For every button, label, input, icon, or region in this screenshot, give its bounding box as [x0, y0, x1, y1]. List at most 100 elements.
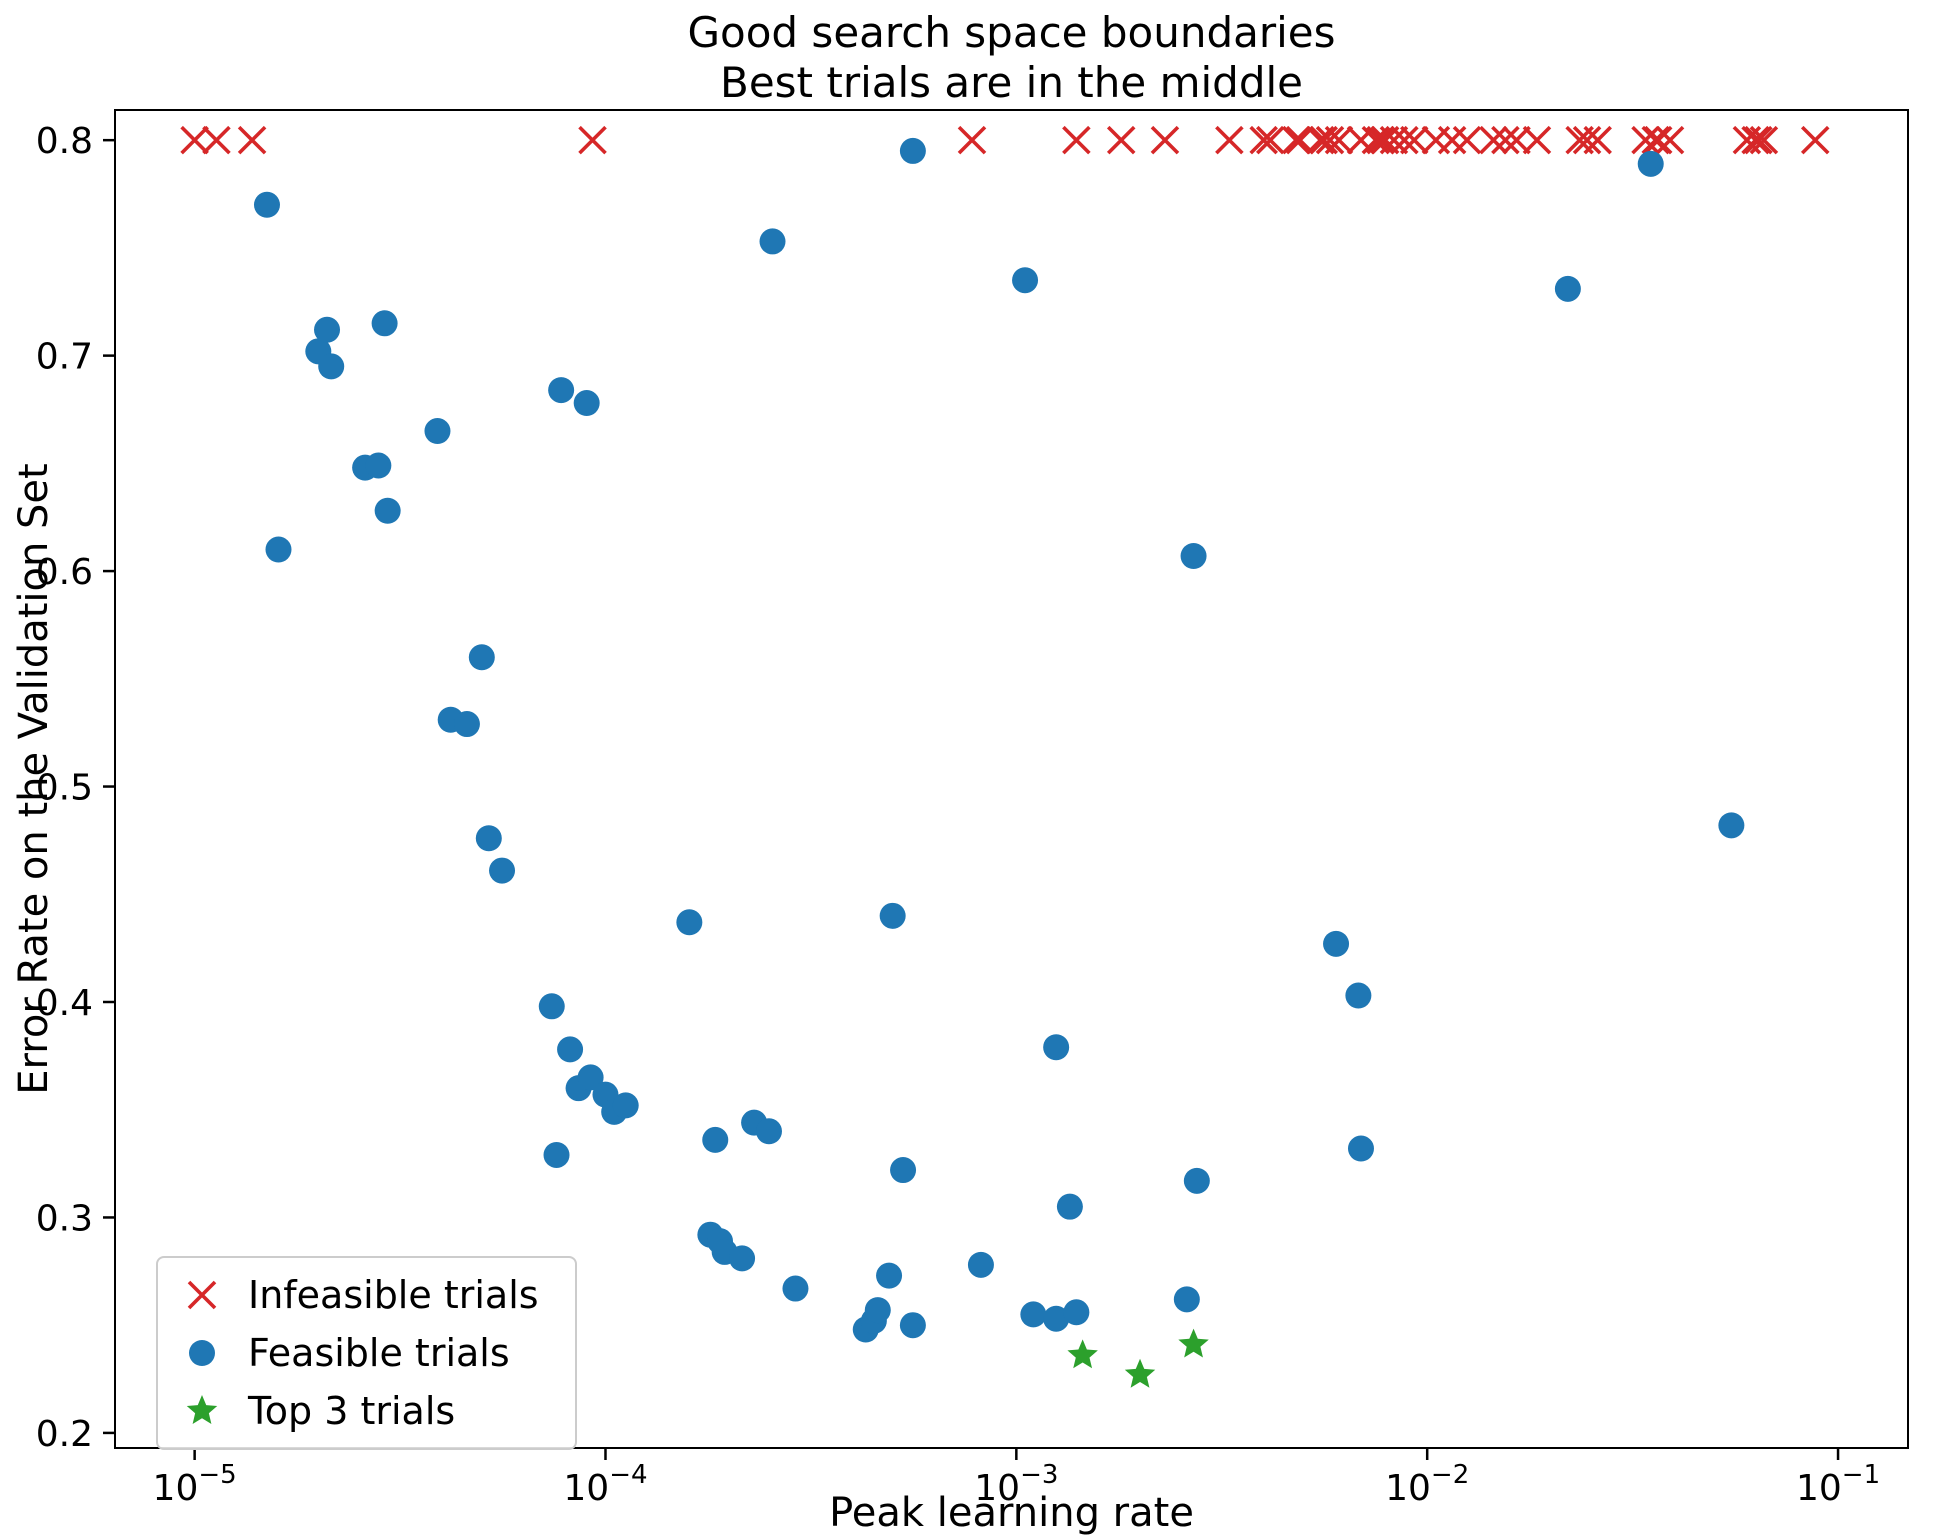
feasible-trial-marker: [1347, 1135, 1374, 1162]
feasible-trial-marker: [864, 1297, 891, 1324]
infeasible-trial-marker: [1150, 125, 1180, 155]
infeasible-trial-legend-marker: [187, 1280, 217, 1310]
feasible-trial-marker: [265, 536, 292, 563]
feasible-trial-marker: [548, 377, 575, 404]
feasible-trial-marker: [1323, 930, 1350, 957]
infeasible-trial-marker: [1062, 125, 1091, 155]
infeasible-trial-marker: [1366, 125, 1395, 155]
infeasible-trial-marker: [1215, 125, 1244, 155]
feasible-trial-marker: [899, 1312, 926, 1339]
feasible-trial-marker: [1020, 1301, 1047, 1328]
y-tick-label: 0.2: [36, 1414, 93, 1455]
x-tick-label: 10−5: [153, 1460, 237, 1509]
x-axis-label: Peak learning rate: [829, 1490, 1194, 1536]
feasible-trial-marker: [1718, 812, 1745, 839]
x-tick-label: 10−2: [1385, 1460, 1469, 1509]
infeasible-trial-marker: [1643, 125, 1673, 155]
feasible-trial-marker: [967, 1251, 994, 1278]
infeasible-trial-marker: [1502, 125, 1531, 155]
feasible-trial-marker: [1043, 1305, 1070, 1332]
legend-item-infeasible-trials: Infeasible trials: [172, 1266, 539, 1324]
feasible-trial-marker: [573, 390, 600, 417]
feasible-trial-marker: [676, 909, 703, 936]
feasible-trial-marker: [314, 316, 341, 343]
x-tick-label: 10−4: [563, 1460, 647, 1509]
top-3-trial-legend-marker: [186, 1395, 218, 1424]
infeasible-trial-marker: [1744, 125, 1773, 155]
feasible-trial-marker: [475, 825, 502, 852]
feasible-trial-marker: [453, 711, 480, 738]
infeasible-trial-marker: [1285, 125, 1315, 155]
feasible-trial-marker: [729, 1245, 756, 1272]
feasible-trial-marker: [876, 1262, 903, 1289]
infeasible-trial-marker: [1631, 125, 1660, 155]
feasible-trial-marker: [489, 857, 516, 884]
infeasible-trial-marker: [1437, 125, 1467, 155]
infeasible-trial-marker: [202, 125, 231, 155]
top-3-trial-marker: [1124, 1358, 1156, 1388]
infeasible-trial-marker: [1315, 125, 1345, 155]
legend-item-top-3-trials: Top 3 trials: [172, 1382, 539, 1440]
top-3-trial-marker: [1178, 1328, 1209, 1358]
feasible-trial-marker: [1637, 150, 1664, 177]
feasible-trial-marker: [1180, 543, 1207, 569]
y-tick-label: 0.8: [36, 121, 93, 162]
infeasible-trial-marker: [1249, 125, 1278, 155]
infeasible-trial-marker: [1255, 125, 1285, 155]
feasible-trial-marker: [1043, 1034, 1070, 1061]
y-tick-label: 0.3: [36, 1198, 93, 1239]
star-marker-icon: [186, 1395, 218, 1424]
feasible-trial-marker: [1063, 1299, 1090, 1326]
x-tick-label: 10−1: [1796, 1460, 1880, 1509]
infeasible-trial-marker: [1281, 125, 1311, 155]
infeasible-trial-marker: [1749, 125, 1779, 155]
infeasible-trial-marker: [180, 125, 209, 155]
feasible-trial-marker: [374, 497, 401, 524]
feasible-trial-marker: [1173, 1286, 1200, 1313]
infeasible-trial-marker: [957, 125, 987, 155]
infeasible-trial-marker: [1379, 125, 1409, 155]
feasible-trial-marker: [1056, 1193, 1083, 1220]
feasible-trial-marker: [543, 1141, 570, 1168]
infeasible-trial-marker: [1309, 125, 1339, 155]
circle-marker-icon: [189, 1340, 215, 1366]
infeasible-trial-marker: [1522, 125, 1552, 155]
feasible-trial-marker: [759, 228, 786, 255]
legend: Infeasible trials Feasible trials Top 3 …: [156, 1256, 577, 1450]
feasible-trial-legend-marker: [189, 1340, 215, 1366]
feasible-trial-marker: [557, 1036, 584, 1063]
feasible-trial-marker: [538, 993, 565, 1020]
chart-title-line1: Good search space boundaries: [687, 8, 1336, 57]
y-axis-label: Error Rate on the Validation Set: [11, 463, 57, 1095]
infeasible-trial-marker: [1491, 125, 1520, 155]
feasible-trial-marker: [371, 310, 398, 337]
feasible-trial-marker: [1183, 1167, 1210, 1194]
infeasible-trial-marker: [1583, 125, 1612, 155]
chart-title: Good search space boundaries Best trials…: [115, 8, 1908, 109]
infeasible-trial-marker: [1324, 125, 1354, 155]
infeasible-trial-marker: [1399, 125, 1429, 155]
y-tick-label: 0.7: [36, 337, 93, 378]
plot-frame: [114, 109, 1909, 1449]
infeasible-trial-marker: [1390, 125, 1419, 155]
feasible-trial-marker: [702, 1126, 729, 1153]
legend-label-feasible-trials: Feasible trials: [248, 1331, 510, 1375]
legend-label-top-3-trials: Top 3 trials: [248, 1389, 456, 1433]
infeasible-trial-marker: [1572, 125, 1602, 155]
feasible-trial-marker: [899, 137, 926, 164]
feasible-trial-marker: [253, 191, 280, 218]
chart-title-line2: Best trials are in the middle: [720, 58, 1303, 108]
feasible-trial-marker: [755, 1118, 782, 1145]
feasible-trial-marker: [1012, 267, 1039, 294]
feasible-trial-marker: [1554, 275, 1581, 302]
feasible-trial-marker: [890, 1157, 917, 1184]
top-3-trial-marker: [1067, 1339, 1098, 1369]
infeasible-trial-marker: [1479, 125, 1508, 155]
infeasible-trial-marker: [237, 125, 267, 155]
feasible-trial-marker: [782, 1275, 809, 1302]
infeasible-trial-marker: [578, 125, 607, 155]
x-marker-icon: [187, 1280, 217, 1310]
infeasible-trial-marker: [1106, 125, 1136, 155]
y-tick-label: 0.5: [36, 768, 93, 809]
